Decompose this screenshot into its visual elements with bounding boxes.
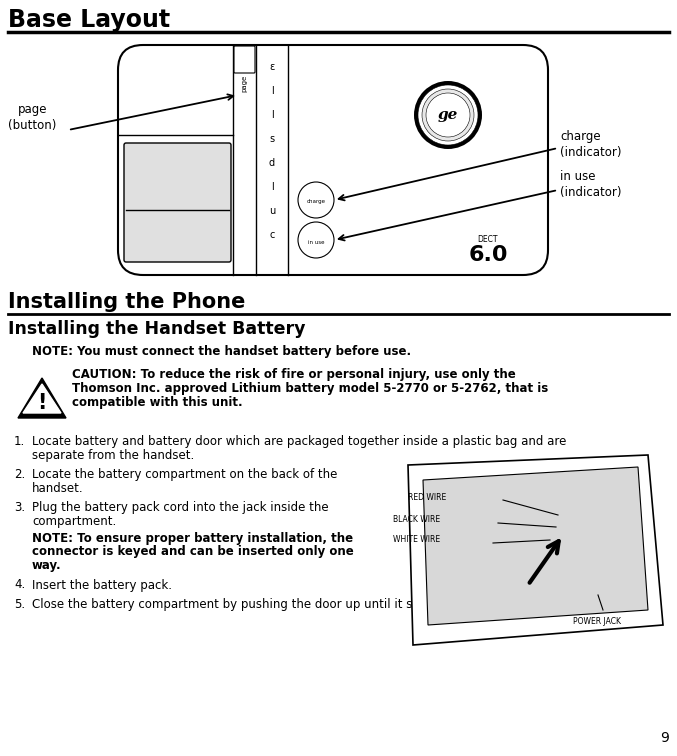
Text: Thomson Inc. approved Lithium battery model 5-2770 or 5-2762, that is: Thomson Inc. approved Lithium battery mo… <box>72 382 548 395</box>
Text: way.: way. <box>32 559 62 572</box>
Text: Locate battery and battery door which are packaged together inside a plastic bag: Locate battery and battery door which ar… <box>32 435 567 448</box>
Text: Base Layout: Base Layout <box>8 8 170 32</box>
Text: 6.0: 6.0 <box>468 245 508 265</box>
Text: !: ! <box>37 393 47 413</box>
Text: handset.: handset. <box>32 482 84 494</box>
Text: charge
(indicator): charge (indicator) <box>560 130 621 159</box>
Text: charge: charge <box>307 200 326 205</box>
Text: separate from the handset.: separate from the handset. <box>32 448 194 461</box>
Polygon shape <box>423 467 648 625</box>
Text: page: page <box>242 75 248 92</box>
Text: WHITE WIRE: WHITE WIRE <box>393 535 440 544</box>
Circle shape <box>414 81 482 149</box>
Text: l: l <box>271 182 274 192</box>
Text: d: d <box>269 158 275 168</box>
Text: 1.: 1. <box>14 435 25 448</box>
Text: Installing the Handset Battery: Installing the Handset Battery <box>8 320 305 338</box>
Text: 9: 9 <box>660 731 669 745</box>
Text: BLACK WIRE: BLACK WIRE <box>393 516 440 525</box>
Text: 4.: 4. <box>14 578 25 591</box>
Text: POWER JACK: POWER JACK <box>573 617 621 626</box>
Text: NOTE: To ensure proper battery installation, the: NOTE: To ensure proper battery installat… <box>32 532 353 545</box>
FancyBboxPatch shape <box>118 45 548 275</box>
Circle shape <box>418 85 478 145</box>
Text: ge: ge <box>438 108 458 122</box>
Text: Installing the Phone: Installing the Phone <box>8 292 245 312</box>
Circle shape <box>422 89 474 141</box>
Text: compatible with this unit.: compatible with this unit. <box>72 396 242 409</box>
Text: NOTE: You must connect the handset battery before use.: NOTE: You must connect the handset batte… <box>32 345 411 358</box>
FancyBboxPatch shape <box>124 143 231 262</box>
Circle shape <box>298 182 334 218</box>
FancyBboxPatch shape <box>234 46 255 73</box>
Text: l: l <box>271 86 274 96</box>
Text: s: s <box>269 134 275 144</box>
Text: Insert the battery pack.: Insert the battery pack. <box>32 578 172 591</box>
Text: in use
(indicator): in use (indicator) <box>560 170 621 199</box>
Text: 5.: 5. <box>14 598 25 611</box>
Text: connector is keyed and can be inserted only one: connector is keyed and can be inserted o… <box>32 546 354 559</box>
Text: l: l <box>271 110 274 120</box>
Text: Close the battery compartment by pushing the door up until it snaps into place.: Close the battery compartment by pushing… <box>32 598 506 611</box>
Text: Locate the battery compartment on the back of the: Locate the battery compartment on the ba… <box>32 468 337 481</box>
Text: in use: in use <box>308 240 324 244</box>
Text: CAUTION: To reduce the risk of fire or personal injury, use only the: CAUTION: To reduce the risk of fire or p… <box>72 368 516 381</box>
Text: Plug the battery pack cord into the jack inside the: Plug the battery pack cord into the jack… <box>32 501 328 514</box>
Polygon shape <box>18 378 66 418</box>
Text: ε: ε <box>269 62 275 72</box>
Text: c: c <box>269 230 275 240</box>
Text: 3.: 3. <box>14 501 25 514</box>
Text: 2.: 2. <box>14 468 25 481</box>
Text: u: u <box>269 206 275 216</box>
Polygon shape <box>23 384 61 413</box>
Circle shape <box>426 93 470 137</box>
Text: page
(button): page (button) <box>8 104 56 132</box>
Text: compartment.: compartment. <box>32 515 116 528</box>
Text: DECT: DECT <box>478 235 498 244</box>
Text: RED WIRE: RED WIRE <box>408 492 446 501</box>
Circle shape <box>298 222 334 258</box>
Polygon shape <box>408 455 663 645</box>
